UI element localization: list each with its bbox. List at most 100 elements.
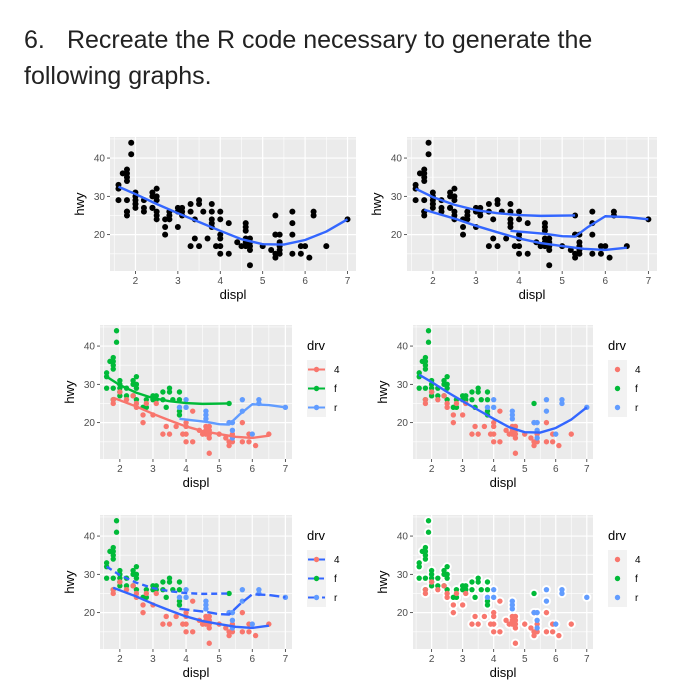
data-point xyxy=(469,621,475,627)
data-point xyxy=(103,370,110,376)
data-point xyxy=(204,235,211,242)
data-point xyxy=(160,621,166,627)
data-point xyxy=(509,416,516,422)
data-point xyxy=(143,586,150,593)
x-tick-label: 5 xyxy=(260,276,266,287)
plot-panel xyxy=(100,325,292,459)
x-tick-label: 3 xyxy=(175,276,181,287)
data-point xyxy=(133,563,140,570)
data-point xyxy=(422,396,429,403)
legend-point xyxy=(313,556,320,563)
data-point xyxy=(453,586,460,593)
data-point xyxy=(451,185,458,192)
data-point xyxy=(463,590,469,597)
data-point xyxy=(444,385,450,391)
data-point xyxy=(509,408,516,414)
data-point xyxy=(490,439,497,445)
data-point xyxy=(435,586,441,593)
data-point xyxy=(208,216,215,223)
data-point xyxy=(217,243,224,250)
data-point xyxy=(512,450,519,456)
x-tick-label: 7 xyxy=(584,654,590,665)
x-tick-label: 3 xyxy=(150,464,156,475)
data-point xyxy=(239,439,246,445)
data-point xyxy=(556,632,562,639)
data-point xyxy=(123,393,130,399)
data-point xyxy=(110,575,116,581)
x-tick-label: 6 xyxy=(553,464,559,475)
data-point xyxy=(289,250,296,257)
data-point xyxy=(239,396,246,403)
x-tick-label: 2 xyxy=(430,276,436,287)
data-point xyxy=(163,423,169,430)
data-point xyxy=(140,208,147,215)
legend-title: drv xyxy=(307,338,326,353)
data-point xyxy=(485,243,492,250)
legend-label: f xyxy=(334,574,337,585)
data-point xyxy=(208,201,215,207)
data-point xyxy=(323,243,330,250)
y-tick-label: 20 xyxy=(397,608,409,619)
data-point xyxy=(444,575,450,581)
data-point xyxy=(584,594,590,601)
data-point xyxy=(110,552,116,558)
data-point xyxy=(606,254,613,261)
data-point xyxy=(239,629,246,635)
data-point xyxy=(143,400,150,407)
data-point xyxy=(422,552,429,558)
x-tick-label: 5 xyxy=(522,464,528,475)
data-point xyxy=(484,389,491,395)
data-point xyxy=(589,250,596,257)
data-point xyxy=(516,216,523,223)
data-point xyxy=(113,328,120,334)
data-point xyxy=(490,423,497,430)
data-point xyxy=(173,423,179,430)
data-point xyxy=(451,197,458,204)
data-point xyxy=(497,598,503,604)
data-point xyxy=(117,575,123,581)
data-point xyxy=(217,250,224,257)
data-point xyxy=(543,609,550,616)
data-point xyxy=(206,450,212,456)
smooth-line-f xyxy=(105,375,230,406)
data-point xyxy=(516,250,523,257)
data-point xyxy=(531,442,537,449)
y-tick-label: 20 xyxy=(94,230,106,241)
data-point xyxy=(123,583,130,589)
data-point xyxy=(490,404,497,411)
data-point xyxy=(187,201,194,207)
x-tick-label: 3 xyxy=(460,464,466,475)
data-point xyxy=(229,629,236,635)
data-point xyxy=(469,431,475,437)
data-point xyxy=(276,231,283,238)
data-point xyxy=(507,223,514,230)
data-point xyxy=(546,262,553,269)
data-point xyxy=(484,396,491,403)
data-point xyxy=(239,586,246,593)
data-point xyxy=(484,579,491,585)
data-point xyxy=(512,640,519,646)
legend-point xyxy=(313,385,320,392)
data-point xyxy=(490,419,497,426)
data-point xyxy=(203,602,209,608)
data-point xyxy=(469,579,475,585)
data-point xyxy=(444,404,450,411)
smooth-line-4 xyxy=(423,208,627,252)
data-point xyxy=(469,396,475,403)
data-point xyxy=(160,431,166,437)
data-point xyxy=(226,590,232,597)
data-point xyxy=(589,231,596,238)
data-point xyxy=(189,408,196,414)
data-point xyxy=(176,598,183,604)
data-point xyxy=(450,412,457,418)
data-point xyxy=(272,212,279,219)
data-point xyxy=(534,435,540,441)
data-point xyxy=(459,602,466,608)
data-point xyxy=(176,408,183,414)
data-point xyxy=(163,404,169,411)
data-point xyxy=(289,208,296,215)
data-point xyxy=(203,416,209,422)
data-point xyxy=(162,231,169,238)
data-point xyxy=(422,544,429,551)
data-point xyxy=(119,170,126,177)
